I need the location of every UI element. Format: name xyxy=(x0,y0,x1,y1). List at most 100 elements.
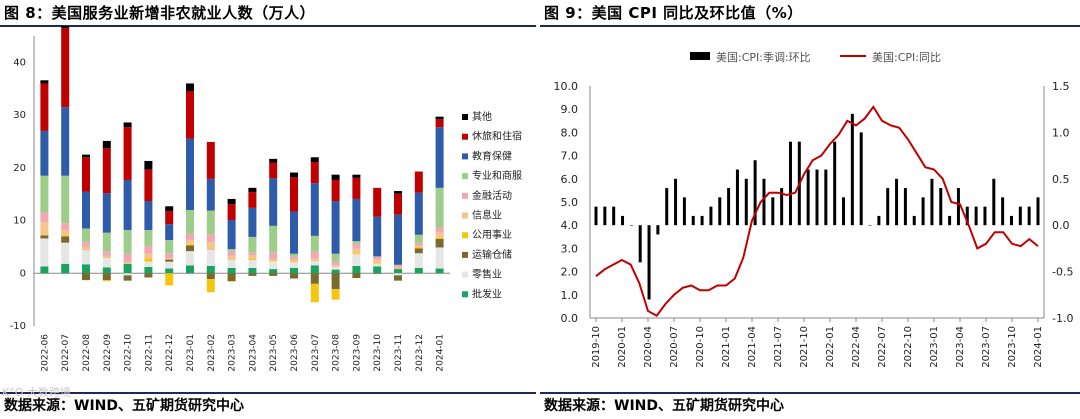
bar-segment xyxy=(435,227,444,233)
x-tick-label: 2022-08 xyxy=(82,334,92,372)
y-right-tick-label: -1.0 xyxy=(1052,312,1073,325)
bar-segment xyxy=(61,242,70,264)
bar-mom xyxy=(691,215,695,226)
bar-segment xyxy=(290,253,298,257)
y-tick-label: 10 xyxy=(13,216,26,227)
bar-segment xyxy=(331,266,340,270)
bar-segment xyxy=(290,259,298,262)
bar-segment xyxy=(144,230,153,246)
bar-segment xyxy=(186,83,194,92)
bar-mom xyxy=(1001,197,1005,226)
x-tick-label: 2022-10 xyxy=(903,326,914,368)
bar-segment xyxy=(206,242,215,251)
bar-segment xyxy=(82,191,90,229)
bar-segment xyxy=(331,253,340,262)
bar-segment xyxy=(165,259,174,262)
bar-segment xyxy=(248,192,257,208)
bar-mom xyxy=(771,197,775,226)
bar-mom xyxy=(612,206,616,226)
bar-segment xyxy=(165,273,174,286)
bar-segment xyxy=(165,268,174,274)
bar-mom xyxy=(983,206,987,226)
bar-segment xyxy=(435,119,444,128)
x-tick-label: 2022-06 xyxy=(40,334,50,372)
bar-segment xyxy=(61,236,70,243)
y-tick-label: 30 xyxy=(13,110,26,121)
legend-label: 信息业 xyxy=(472,209,502,222)
bar-mom xyxy=(842,197,846,226)
bar-mom xyxy=(939,188,943,226)
y-tick-label: 20 xyxy=(13,163,26,174)
bar-segment xyxy=(352,248,361,254)
bar-segment xyxy=(394,269,402,274)
bar-segment xyxy=(310,183,319,236)
bar-segment xyxy=(394,214,402,265)
bar-mom xyxy=(868,225,872,226)
bar-segment xyxy=(414,192,423,235)
bar-mom xyxy=(1027,206,1031,226)
bar-segment xyxy=(290,262,298,268)
bar-segment xyxy=(123,122,132,128)
legend-label: 公用事业 xyxy=(472,228,512,241)
left-panel: 图 8：美国服务业新增非农就业人数（万人） -10 0 10 20 30 40 2022-0… xyxy=(0,0,536,419)
bar-segment xyxy=(310,235,319,252)
bar-segment xyxy=(61,223,70,230)
bar-segment xyxy=(102,193,111,233)
bar-segment xyxy=(82,241,90,247)
bar-segment xyxy=(40,130,49,176)
bar-segment xyxy=(186,240,194,245)
legend-label: 零售业 xyxy=(472,268,502,281)
bar-segment xyxy=(373,263,382,264)
bar-segment xyxy=(144,169,153,202)
legend-label: 专业和商服 xyxy=(472,169,522,182)
bar-segment xyxy=(373,187,382,217)
y-left-tick-label: 10.0 xyxy=(554,80,579,93)
bar-segment xyxy=(102,257,111,268)
bar-mom xyxy=(656,225,660,235)
bar-mom xyxy=(744,178,748,226)
bar-segment xyxy=(227,198,236,205)
y-tick-label: 40 xyxy=(13,57,26,68)
legend-label: 运输仓储 xyxy=(472,248,512,261)
left-source: 数据来源：WIND、五矿期货研究中心 xyxy=(4,398,244,414)
bar-segment xyxy=(248,268,257,274)
bar-segment xyxy=(269,158,278,163)
x-tick-label: 2023-04 xyxy=(955,326,966,368)
legend-swatch xyxy=(462,173,468,180)
legend-swatch xyxy=(462,153,468,160)
employment-stacked-bar-chart: -10 0 10 20 30 40 2022-06 2022-07 2022-08 2022-09… xyxy=(10,26,522,372)
bar-segment xyxy=(394,193,402,215)
bar-segment xyxy=(82,273,90,281)
bar-segment xyxy=(269,269,278,274)
bar-mom xyxy=(780,188,784,226)
bar-segment xyxy=(248,252,257,256)
bar-mom xyxy=(603,206,607,226)
bar-segment xyxy=(248,260,257,268)
legend-swatch xyxy=(462,271,468,278)
bar-segment xyxy=(40,80,49,84)
bar-segment xyxy=(248,273,257,276)
bar-mom xyxy=(682,197,686,226)
bar-segment xyxy=(290,177,298,212)
bar-segment xyxy=(373,256,382,260)
y-tick-label: -10 xyxy=(10,321,26,332)
x-tick-label: 2019-10 xyxy=(591,326,602,368)
bar-segment xyxy=(82,264,90,274)
bar-segment xyxy=(186,233,194,241)
legend-swatch xyxy=(462,232,468,239)
bar-segment xyxy=(82,154,90,158)
bar-segment xyxy=(144,201,153,231)
bar-segment xyxy=(435,247,444,269)
x-tick-label: 2023-07 xyxy=(981,326,992,368)
bar-mom xyxy=(629,225,633,226)
y-left-tick-label: 8.0 xyxy=(561,126,579,139)
bar-segment xyxy=(310,162,319,184)
bar-segment xyxy=(290,268,298,274)
bar-segment xyxy=(248,255,257,260)
bar-segment xyxy=(61,26,70,29)
x-tick-label: 2020-01 xyxy=(617,326,628,368)
bar-segment xyxy=(40,222,49,235)
x-tick-label: 2022-01 xyxy=(825,326,836,368)
y-right-tick-label: 1.0 xyxy=(1052,126,1070,139)
bar-segment xyxy=(165,206,174,212)
